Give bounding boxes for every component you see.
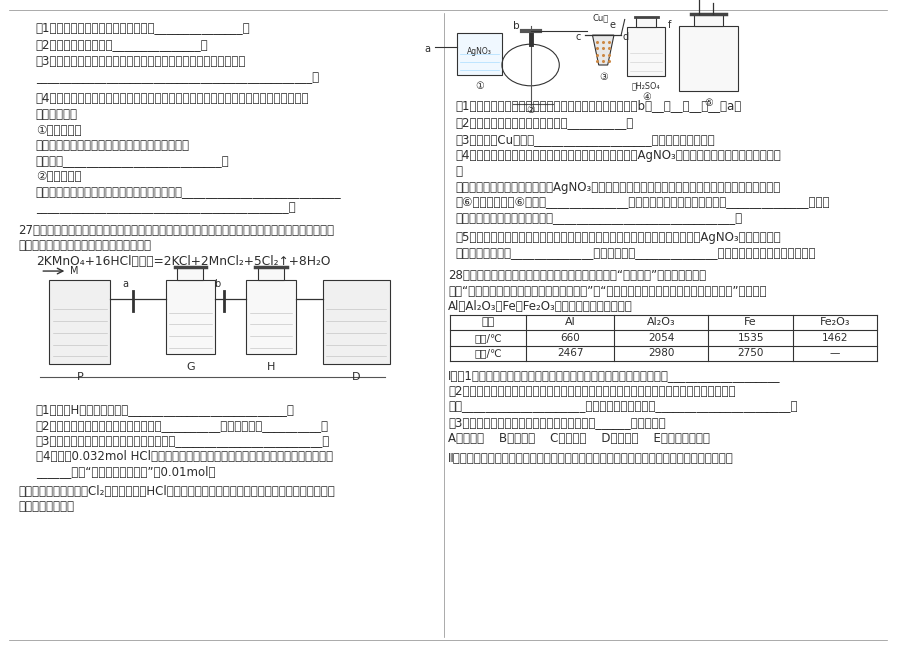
Text: Fe₂O₃: Fe₂O₃ [819, 317, 849, 327]
Text: 2054: 2054 [647, 333, 674, 343]
Text: G: G [186, 362, 195, 372]
Text: （4）某同学在实验中加入了过量氯水，放置一段时间后，发现深红色褂去，现对褂色原: （4）某同学在实验中加入了过量氯水，放置一段时间后，发现深红色褂去，现对褂色原 [36, 92, 309, 105]
Text: （2）尾气处理时关闭弹簧夹ａ和弹簧夹__________，打开弹簧夹__________。: （2）尾气处理时关闭弹簧夹ａ和弹簧夹__________，打开弹簧夹______… [36, 419, 328, 432]
Text: _______________________________________________；: ________________________________________… [36, 72, 319, 84]
Text: Ⅱ．实验研究发现，础酸发生氧化还原反应时，础酸的浓度越稀，对应还原产物中氮元素的化: Ⅱ．实验研究发现，础酸发生氧化还原反应时，础酸的浓度越稀，对应还原产物中氮元素的… [448, 452, 733, 465]
Text: ⑤: ⑤ [703, 98, 712, 107]
Text: 因进行探究。: 因进行探究。 [36, 108, 78, 121]
Text: 液、高锄酸鯨固体。反应的化学方程式为：: 液、高锄酸鯨固体。反应的化学方程式为： [17, 239, 151, 252]
Text: P: P [76, 372, 83, 382]
Text: 剂是_____________________，反应的离子方程式是_______________________。: 剂是_____________________，反应的离子方程式是_______… [448, 400, 797, 413]
Text: 2KMnO₄+16HCl（液）=2KCl+2MnCl₂+5Cl₂↑+8H₂O: 2KMnO₄+16HCl（液）=2KCl+2MnCl₂+5Cl₂↑+8H₂O [36, 255, 330, 268]
Text: ___________________________________________。: ________________________________________… [36, 202, 295, 214]
Text: M: M [70, 266, 78, 276]
Text: （4）乙同学认为甲同学实验中有缺陷，不能证明最终通入AgNO₃溶液中的气体只有一种，为了确保: （4）乙同学认为甲同学实验中有缺陷，不能证明最终通入AgNO₃溶液中的气体只有一… [455, 150, 780, 162]
Text: 实验结论可靠，应观察到的现象_______________________________。: 实验结论可靠，应观察到的现象__________________________… [455, 212, 742, 225]
Bar [323, 280, 390, 364]
Text: ③: ③ [598, 72, 607, 81]
Text: （1）装置H中盛放的试剂是___________________________。: （1）装置H中盛放的试剂是___________________________… [36, 403, 294, 416]
Text: Al、Al₂O₃、Fe、Fe₂O₃的燕点、沸点数据如下：: Al、Al₂O₃、Fe、Fe₂O₃的燕点、沸点数据如下： [448, 300, 632, 313]
Text: 660: 660 [560, 333, 579, 343]
Bar [457, 32, 502, 75]
Text: d: d [622, 32, 629, 42]
Text: （2）实验开始前应先进行的操作是__________。: （2）实验开始前应先进行的操作是__________。 [455, 116, 633, 129]
Text: 物质: 物质 [481, 317, 494, 327]
Text: 2750: 2750 [737, 348, 763, 358]
Text: A．浓盐酸    B．稀硫酸    C．稀础酸    D．浓础酸    E．氯氧化镃溶液: A．浓盐酸 B．稀硫酸 C．稀础酸 D．浓础酸 E．氯氧化镃溶液 [448, 432, 709, 445]
Text: 燕点/℃: 燕点/℃ [473, 333, 501, 343]
Text: （2）试剂１的化学式是_______________。: （2）试剂１的化学式是_______________。 [36, 38, 209, 51]
Bar [50, 280, 110, 364]
Text: H: H [267, 362, 275, 372]
Text: Fe: Fe [743, 317, 756, 327]
Text: 认为应将溶液换成______________，如果观察到______________的现象，则说明该实验不可靠。: 认为应将溶液换成______________，如果观察到____________… [455, 247, 815, 260]
Text: 假设２：___________________________；: 假设２：___________________________； [36, 155, 229, 168]
Text: ①提出假设：: ①提出假设： [36, 124, 81, 136]
Text: （3）装置中Cu的作用____________________（用方程式表示）。: （3）装置中Cu的作用____________________（用方程式表示）。 [455, 133, 714, 146]
Text: e: e [609, 20, 615, 29]
Text: Al₂O₃: Al₂O₃ [646, 317, 675, 327]
Text: ②: ② [526, 105, 535, 115]
Text: ④: ④ [641, 92, 650, 101]
Text: 2467: 2467 [556, 348, 583, 358]
Text: ______（填“大于、等于或小于”）0.01mol。: ______（填“大于、等于或小于”）0.01mol。 [36, 465, 215, 478]
Text: 浓H₂SO₄: 浓H₂SO₄ [631, 81, 660, 90]
Text: 置⑥。你认为装置⑥应加在______________之间（填序号），瓶中可以放入______________，如果: 置⑥。你认为装置⑥应加在______________之间（填序号），瓶中可以放入… [455, 196, 829, 209]
Text: b: b [213, 279, 220, 289]
Text: a: a [122, 279, 129, 289]
Text: ②设计方案：: ②设计方案： [36, 170, 81, 183]
Bar [678, 26, 737, 91]
Text: 1462: 1462 [821, 333, 847, 343]
Text: 沸点/℃: 沸点/℃ [473, 348, 501, 358]
Bar [246, 280, 295, 354]
Text: Ⅰ．（1）某同学推断，铝热反应所得到的燕融物应是混合物。理由是：___________________: Ⅰ．（1）某同学推断，铝热反应所得到的燕融物应是混合物。理由是：________… [448, 369, 780, 382]
Text: （5）丙同学看到乙同学设计的装置后提出无需多加装置，只需将原来烧杯中的AgNO₃溶液换掉，你: （5）丙同学看到乙同学设计的装置后提出无需多加装置，只需将原来烧杯中的AgNO₃… [455, 231, 780, 244]
Text: AgNO₃: AgNO₃ [467, 47, 492, 56]
Bar [177, 266, 203, 280]
Bar [693, 14, 722, 26]
Text: （1）固体溶于稀盐酸的化学方程式为_______________。: （1）固体溶于稀盐酸的化学方程式为_______________。 [36, 21, 250, 34]
Text: 为了证明在实验室制备Cl₂的过程中会有HCl挥发出来，甲同学设计了如下图所示的实验装置，按要: 为了证明在实验室制备Cl₂的过程中会有HCl挥发出来，甲同学设计了如下图所示的实… [17, 485, 335, 498]
Text: （4）用含0.032mol HCl的浓盐酸跟足量高锄酸鯨固体反应，产生氯气的物质的量应: （4）用含0.032mol HCl的浓盐酸跟足量高锄酸鯨固体反应，产生氯气的物质… [36, 450, 333, 463]
Text: （3）处理尾气时，发生反应的离子方程式是_________________________。: （3）处理尾气时，发生反应的离子方程式是____________________… [36, 434, 330, 447]
Text: D: D [352, 372, 360, 382]
Text: 求回答下列问题。: 求回答下列问题。 [17, 500, 74, 514]
Text: a: a [424, 44, 430, 54]
Text: Cu粉: Cu粉 [592, 13, 608, 22]
Text: 1535: 1535 [737, 333, 763, 343]
Text: 为了对你所提出的假设２进行验证，实验方案是___________________________: 为了对你所提出的假设２进行验证，实验方案是___________________… [36, 186, 341, 199]
Text: （3）实验室溢滤燕融物，下列试剂中最好的是______（填序号）: （3）实验室溢滤燕融物，下列试剂中最好的是______（填序号） [448, 416, 665, 429]
Text: Al: Al [564, 317, 574, 327]
Text: 28．某研究性学习小组对铝热反应实验展开研究，对“铝热反应”的现象有这样的: 28．某研究性学习小组对铝热反应实验展开研究，对“铝热反应”的现象有这样的 [448, 269, 706, 282]
Text: 验结论的可靠性，证明最终通入AgNO₃溶液中的气体只有一种，乙同学提出在某两个装置之间再加装: 验结论的可靠性，证明最终通入AgNO₃溶液中的气体只有一种，乙同学提出在某两个装… [455, 181, 779, 194]
Text: f: f [667, 20, 670, 29]
Text: 假设１：溶液中的＋３价铁被氧化为更高的价态；: 假设１：溶液中的＋３价铁被氧化为更高的价态； [36, 139, 189, 152]
Bar [165, 280, 215, 354]
Bar [258, 266, 284, 280]
Bar [627, 27, 664, 76]
Text: 描述“反应放出大量的热，并发出耀眼的光芒”、“纸漏斗的下部被烧穿，有燕融物落入沙中”。已知，: 描述“反应放出大量的热，并发出耀眼的光芒”、“纸漏斗的下部被烧穿，有燕融物落入沙… [448, 285, 766, 298]
Text: 2980: 2980 [647, 348, 674, 358]
Polygon shape [592, 35, 613, 65]
Text: b: b [513, 21, 519, 31]
Text: （1）请根据甲同学的意图，连接相应的装置，接口顺序：b接__，__接__，__接a。: （1）请根据甲同学的意图，连接相应的装置，接口顺序：b接__，__接__，__接… [455, 99, 741, 112]
Text: —: — [829, 348, 839, 358]
Text: 27．某课外活动小组利用如图所示装置制取氯气，提供的试剂有：浓盐酸、饱和食盐水、氯氧化镃溶: 27．某课外活动小组利用如图所示装置制取氯气，提供的试剂有：浓盐酸、饱和食盐水、… [17, 224, 334, 237]
Text: （3）加入新制氯水后溶液红色加深的原因是（用离子方程式表示）: （3）加入新制氯水后溶液红色加深的原因是（用离子方程式表示） [36, 55, 246, 68]
Text: 实: 实 [455, 165, 462, 178]
Bar [636, 17, 655, 27]
Text: c: c [574, 32, 580, 42]
Text: （2）设计一个简单的实验方案，证明上述所得的块状燕融物中含有金属铝，该实验所用的试: （2）设计一个简单的实验方案，证明上述所得的块状燕融物中含有金属铝，该实验所用的… [448, 385, 735, 398]
Text: ①: ① [474, 81, 483, 91]
